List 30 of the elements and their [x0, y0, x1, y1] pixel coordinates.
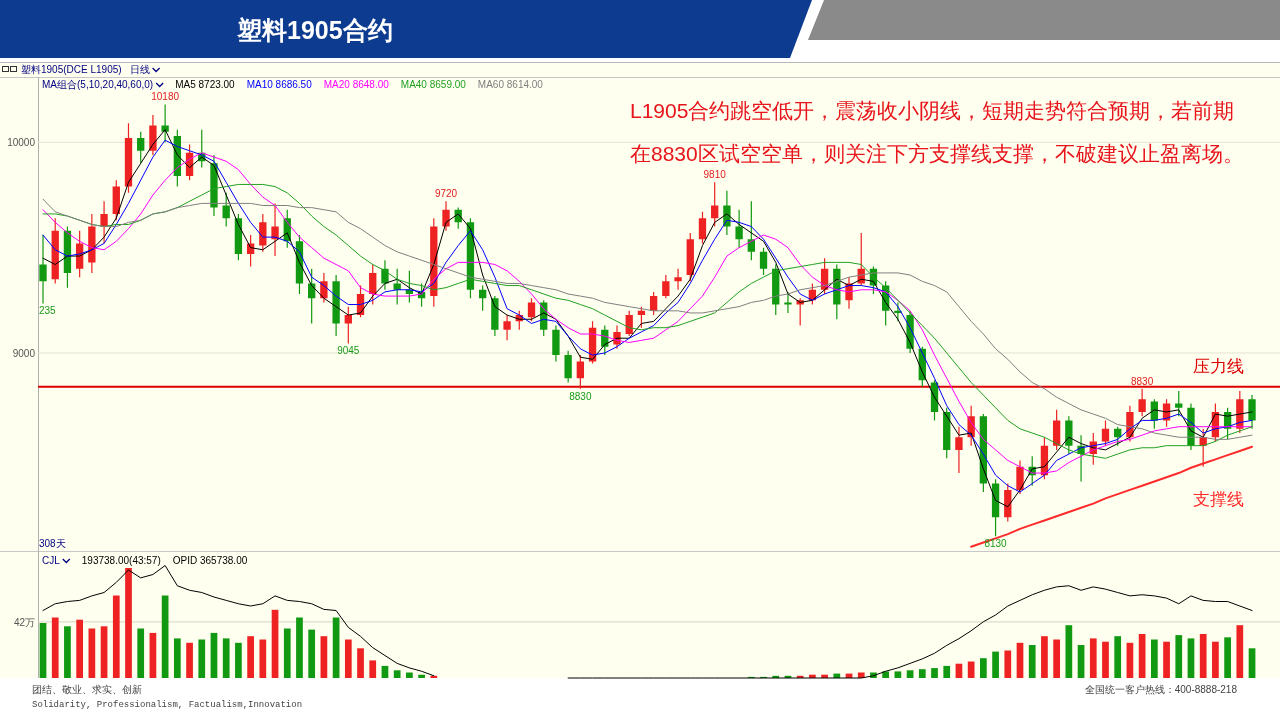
text: MA10 8686.50 [246, 79, 313, 90]
legend-title: CJL [42, 555, 61, 566]
ref-line-label: 42万 [13, 616, 35, 628]
annotation: 9045 [337, 345, 360, 357]
text: MA20 8648.00 [323, 79, 390, 90]
chart-subtitle: 塑料1905(DCE L1905) [21, 64, 122, 75]
y-tick-label: 10000 [7, 137, 36, 149]
annotation: 8130 [984, 538, 1008, 550]
annotation: 压力线 [1192, 356, 1244, 376]
y-tick-label: 9000 [12, 347, 36, 359]
text: 日线 [129, 64, 150, 75]
text: MA5 8723.00 [175, 79, 236, 90]
text: Solidarity, Professionalism, Factualism,Innovation [32, 700, 303, 710]
annotation: 支撑线 [1192, 490, 1244, 510]
annotation: 10180 [151, 91, 180, 103]
text: MA40 8659.00 [400, 79, 467, 90]
annotation: 235 [39, 305, 57, 317]
text: 193738.00(43:57) [81, 555, 161, 566]
series-label: OPID 365738.00 [172, 555, 248, 566]
annotation: 308天 [39, 538, 66, 549]
annotation: 8830 [569, 390, 592, 402]
text: 团结、敬业、求实、创新 [32, 684, 142, 695]
annotation: 8830 [1131, 375, 1154, 387]
annotation: 9720 [434, 188, 458, 200]
annotation: L1905合约跳空低开，震荡收小阴线，短期走势符合预期，若前期在8830区试空空单，则关注下方支撑线支撑，不破建议止盈离场。 [630, 99, 1244, 165]
legend-title: MA组合(5,10,20,40,60,0) [42, 79, 154, 90]
annotation: 9810 [703, 169, 727, 181]
chart-title: 塑料1905合约 [236, 16, 393, 44]
text: MA60 8614.00 [477, 79, 544, 90]
text: 全国统一客户热线：400-8888-218 [1084, 684, 1238, 695]
